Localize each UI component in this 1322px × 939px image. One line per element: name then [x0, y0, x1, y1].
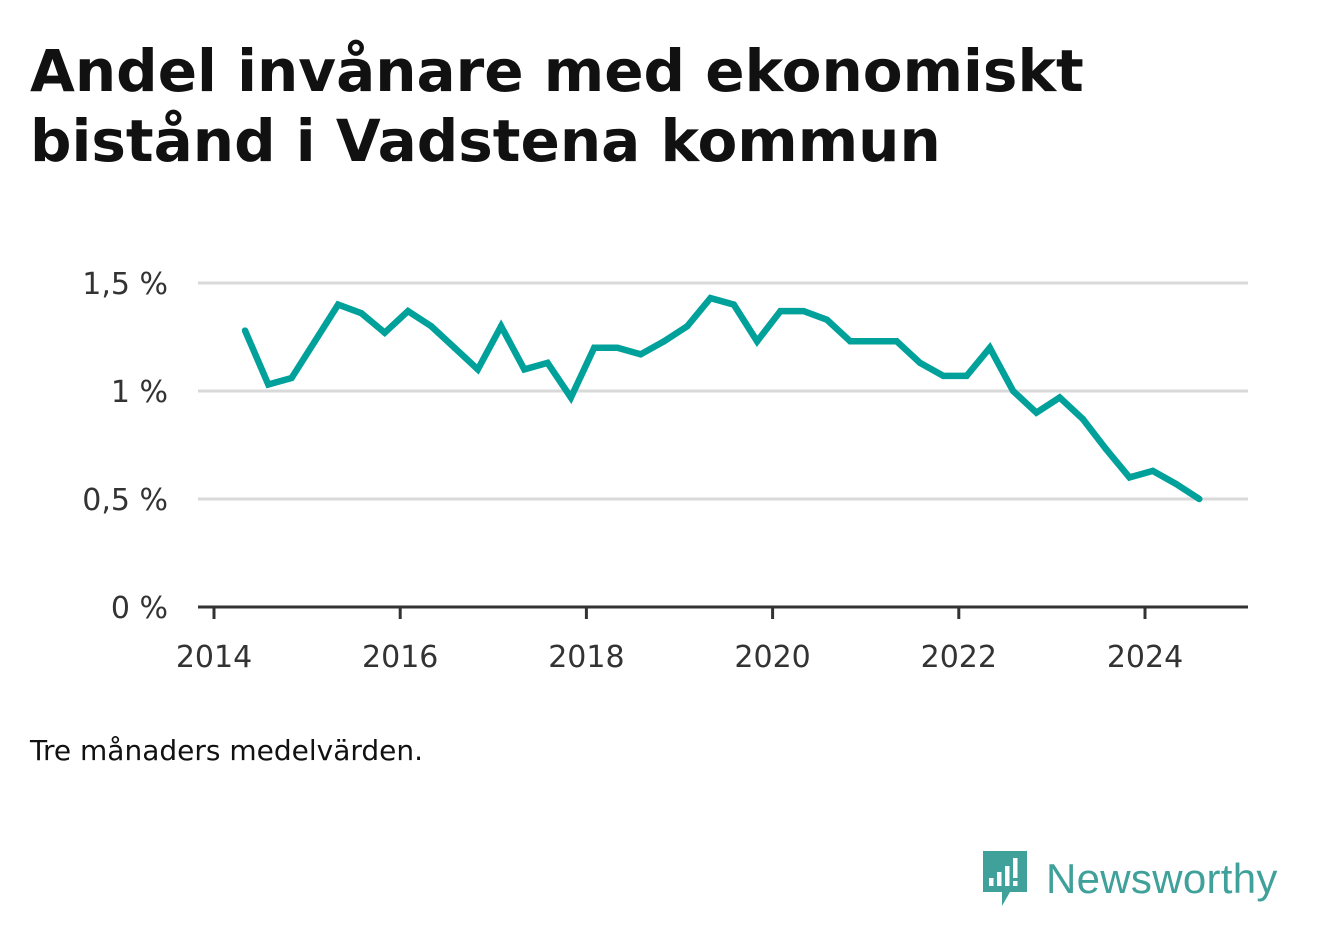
data-point: [428, 323, 435, 330]
data-point: [660, 338, 668, 345]
data-point: [1056, 394, 1063, 401]
x-tick-label: 2018: [548, 640, 624, 675]
data-point: [870, 338, 877, 345]
y-tick-label: 1,5 %: [82, 267, 168, 302]
data-point: [358, 310, 365, 317]
y-axis-ticks: 0 % 0,5 % 1 % 1,5 %: [82, 267, 168, 626]
data-point: [986, 344, 994, 351]
data-point: [288, 374, 295, 382]
data-point: [893, 338, 900, 345]
chart-note: Tre månaders medelvärden.: [30, 734, 424, 767]
data-point: [707, 294, 714, 302]
data-point: [334, 301, 342, 308]
data-point: [823, 316, 831, 323]
data-point: [1126, 474, 1133, 481]
brand-logo: Newsworthy: [980, 848, 1278, 910]
data-point: [1149, 467, 1156, 475]
data-point: [404, 307, 412, 315]
data-point: [637, 351, 644, 358]
series-line: [242, 294, 1202, 502]
data-point: [916, 359, 924, 367]
series-group: [241, 294, 1203, 503]
data-point: [777, 307, 784, 315]
x-tick-label: 2024: [1107, 640, 1183, 675]
data-point: [381, 329, 388, 336]
data-point: [614, 344, 621, 351]
data-point: [730, 301, 738, 308]
data-point: [521, 366, 528, 373]
data-point: [1103, 446, 1110, 453]
newsworthy-logo-icon: [983, 851, 1027, 906]
data-point: [846, 338, 854, 345]
data-point: [567, 394, 575, 401]
x-axis: 2014 2016 2018 2020 2022 2024: [176, 605, 1248, 675]
data-point: [1033, 409, 1040, 416]
data-point: [800, 307, 807, 315]
data-point: [684, 323, 691, 330]
line-chart: 0 % 0,5 % 1 % 1,5 % 2014 2016 2018 2020 2022 202…: [82, 267, 1248, 675]
x-tick-label: 2022: [921, 640, 997, 675]
data-point: [544, 359, 551, 367]
chart-title: Andel invånare med ekonomiskt bistånd i …: [30, 37, 1084, 175]
data-point: [1009, 387, 1017, 395]
data-point: [1079, 415, 1087, 423]
y-tick-label: 0,5 %: [82, 483, 168, 518]
data-point: [474, 366, 481, 373]
y-tick-label: 0 %: [111, 591, 168, 626]
x-tick-label: 2014: [176, 640, 252, 675]
data-point: [940, 372, 947, 380]
data-point: [963, 372, 970, 380]
data-point: [1172, 480, 1180, 488]
brand-name: Newsworthy: [1046, 855, 1278, 902]
data-point: [265, 381, 272, 388]
data-point: [241, 327, 249, 334]
data-point: [753, 338, 761, 345]
data-point: [311, 338, 319, 345]
x-tick-label: 2020: [734, 640, 810, 675]
x-tick-label: 2016: [362, 640, 438, 675]
data-point: [497, 323, 505, 330]
data-point: [1196, 495, 1203, 503]
data-point: [451, 344, 458, 351]
grid-lines: [198, 281, 1248, 501]
y-tick-label: 1 %: [111, 375, 168, 410]
data-point: [590, 344, 598, 351]
